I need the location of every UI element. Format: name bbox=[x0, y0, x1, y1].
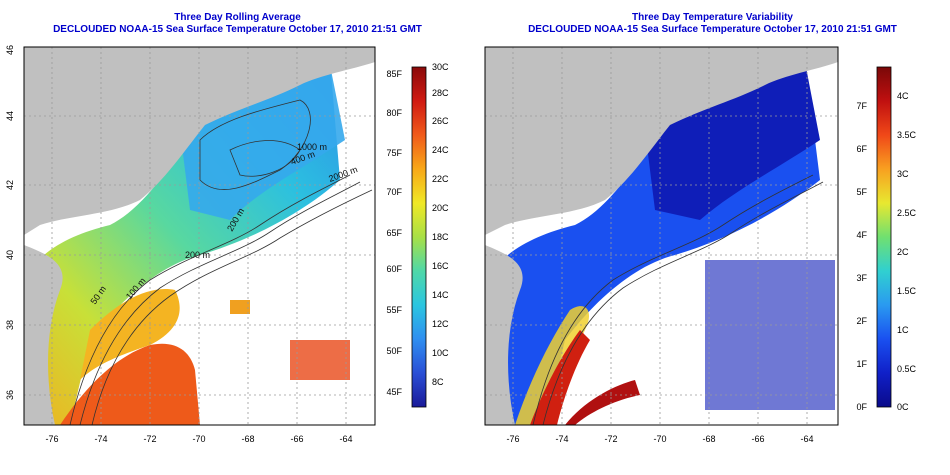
colorbar-label-c: 0C bbox=[897, 402, 909, 412]
map-panel-variability: Three Day Temperature Variability DECLOU… bbox=[475, 0, 950, 475]
colorbar-label-c: 4C bbox=[897, 91, 909, 101]
map-subtitle: DECLOUDED NOAA-15 Sea Surface Temperatur… bbox=[528, 24, 897, 35]
map-frame bbox=[23, 46, 376, 426]
colorbar-label-c: 18C bbox=[432, 232, 449, 242]
colorbar-label-f: 70F bbox=[386, 187, 402, 197]
map-area bbox=[24, 47, 375, 425]
map-figure: 50 m 100 m 200 m 400 m 1000 m 2000 m 200… bbox=[5, 45, 449, 444]
lat-tick: 40 bbox=[5, 250, 15, 260]
lon-tick: -68 bbox=[241, 434, 254, 444]
colorbar-label-c: 16C bbox=[432, 261, 449, 271]
colorbar-label-f: 7F bbox=[856, 101, 867, 111]
colorbar-label-c: 8C bbox=[432, 377, 444, 387]
land-mass bbox=[24, 47, 375, 235]
map-area bbox=[485, 47, 838, 425]
colorbar-label-c: 1C bbox=[897, 325, 909, 335]
colorbar-label-f: 3F bbox=[856, 273, 867, 283]
colorbar-label-f: 50F bbox=[386, 346, 402, 356]
colorbar-label-c: 24C bbox=[432, 145, 449, 155]
bathymetry-contours bbox=[69, 99, 373, 425]
lon-tick: -72 bbox=[143, 434, 156, 444]
lon-tick: -68 bbox=[702, 434, 715, 444]
colorbar bbox=[876, 66, 892, 408]
colorbar-label-c: 22C bbox=[432, 174, 449, 184]
lon-tick: -72 bbox=[604, 434, 617, 444]
land-mass bbox=[485, 47, 838, 235]
lat-tick: 38 bbox=[5, 320, 15, 330]
colorbar-label-f: 2F bbox=[856, 316, 867, 326]
colorbar-label-c: 1.5C bbox=[897, 286, 917, 296]
colorbar-label-c: 20C bbox=[432, 203, 449, 213]
lon-tick: -74 bbox=[94, 434, 107, 444]
contour-label: 1000 m bbox=[297, 142, 327, 152]
colorbar-label-f: 85F bbox=[386, 69, 402, 79]
colorbar-label-c: 30C bbox=[432, 62, 449, 72]
contour-label: 200 m bbox=[185, 250, 210, 260]
map-frame bbox=[484, 46, 839, 426]
lat-tick: 44 bbox=[5, 111, 15, 121]
colorbar-label-c: 26C bbox=[432, 116, 449, 126]
colorbar-label-f: 0F bbox=[856, 402, 867, 412]
lat-tick: 46 bbox=[5, 45, 15, 55]
lon-tick: -66 bbox=[290, 434, 303, 444]
colorbar-label-c: 12C bbox=[432, 319, 449, 329]
colorbar-label-f: 75F bbox=[386, 148, 402, 158]
map-figure: -76 -74 -72 -70 -68 -66 -64 0F 1F 2F 3F … bbox=[484, 46, 917, 444]
colorbar-label-f: 80F bbox=[386, 108, 402, 118]
lat-tick: 36 bbox=[5, 390, 15, 400]
lat-tick: 42 bbox=[5, 180, 15, 190]
bathymetry-contours bbox=[532, 174, 824, 425]
lon-tick: -70 bbox=[192, 434, 205, 444]
colorbar-label-f: 4F bbox=[856, 230, 867, 240]
lon-tick: -64 bbox=[800, 434, 813, 444]
lon-tick: -76 bbox=[45, 434, 58, 444]
lon-tick: -74 bbox=[555, 434, 568, 444]
colorbar-label-c: 2.5C bbox=[897, 208, 917, 218]
colorbar-label-c: 14C bbox=[432, 290, 449, 300]
colorbar-label-f: 55F bbox=[386, 305, 402, 315]
colorbar-label-c: 2C bbox=[897, 247, 909, 257]
map-subtitle: DECLOUDED NOAA-15 Sea Surface Temperatur… bbox=[53, 24, 422, 35]
colorbar-label-f: 45F bbox=[386, 387, 402, 397]
map-title: Three Day Rolling Average bbox=[174, 12, 301, 23]
colorbar-label-f: 6F bbox=[856, 144, 867, 154]
colorbar-label-c: 0.5C bbox=[897, 364, 917, 374]
lon-tick: -70 bbox=[653, 434, 666, 444]
map-title: Three Day Temperature Variability bbox=[632, 12, 793, 23]
colorbar bbox=[411, 66, 427, 408]
colorbar-label-f: 1F bbox=[856, 359, 867, 369]
colorbar-label-f: 60F bbox=[386, 264, 402, 274]
colorbar-label-f: 65F bbox=[386, 228, 402, 238]
map-panel-average: Three Day Rolling Average DECLOUDED NOAA… bbox=[5, 12, 449, 444]
colorbar-label-c: 3.5C bbox=[897, 130, 917, 140]
colorbar-label-c: 10C bbox=[432, 348, 449, 358]
colorbar-label-f: 5F bbox=[856, 187, 867, 197]
colorbar-label-c: 28C bbox=[432, 88, 449, 98]
lon-tick: -76 bbox=[506, 434, 519, 444]
lon-tick: -66 bbox=[751, 434, 764, 444]
lon-tick: -64 bbox=[339, 434, 352, 444]
colorbar-label-c: 3C bbox=[897, 169, 909, 179]
